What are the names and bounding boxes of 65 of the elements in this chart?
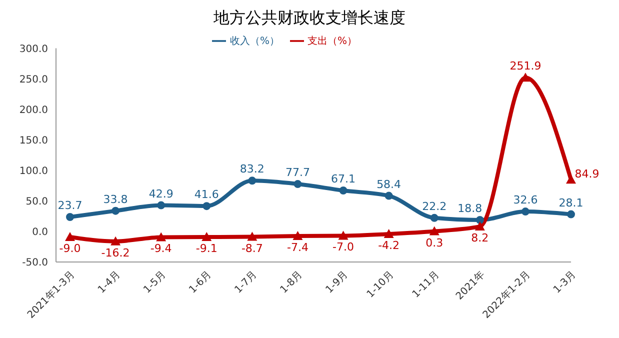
y-tick-label: 150.0 [19,135,48,146]
point [339,186,348,194]
data-label: 42.9 [148,187,174,200]
data-label: 251.9 [510,60,542,73]
data-label: 77.7 [285,166,310,180]
x-tick-label: 1-5月 [142,269,168,296]
point [247,232,258,241]
data-label: -7.0 [332,240,354,254]
data-label: 32.6 [513,194,538,207]
data-label: -7.4 [286,240,308,254]
data-label: 83.2 [240,162,264,176]
chart-title: 地方公共财政收支增长速度 [212,8,406,29]
y-tick-label: -50.0 [22,258,48,269]
y-tick-label: 100.0 [19,166,48,177]
data-label: -4.2 [378,239,400,252]
point [112,206,120,215]
legend-label: 支出（%） [308,36,358,47]
point [294,180,302,188]
data-label: -16.2 [101,246,130,260]
data-label: 18.8 [458,202,482,215]
point [157,201,166,210]
data-label: 22.2 [422,200,447,213]
point [384,192,393,200]
data-label: 28.1 [558,196,584,210]
y-tick-label: 300.0 [19,44,48,55]
point [476,216,484,224]
point [474,221,485,230]
point [248,176,256,185]
x-tick-label: 1-4月 [96,269,123,296]
data-label: -9.1 [196,242,218,256]
data-label: 58.4 [376,178,402,191]
x-tick-label: 1-6月 [187,269,214,296]
x-tick-label: 1-7月 [232,269,260,296]
x-tick-label: 1-3月 [552,269,578,296]
point [338,230,348,240]
point [202,232,212,242]
data-label: 84.9 [574,168,600,181]
x-tick-label: 1-9月 [324,269,350,296]
point [429,226,440,236]
data-label: -9.4 [150,242,172,256]
data-label: 41.6 [194,188,219,202]
point [384,229,394,238]
point [566,174,576,184]
point [430,214,438,222]
legend-label: 收入（%） [230,36,280,47]
point [65,232,75,241]
data-label: 67.1 [331,172,356,186]
point [292,230,303,240]
point [567,210,575,218]
data-label: 0.3 [426,236,444,250]
x-tick-label: 1-8月 [278,269,305,296]
y-tick-label: 250.0 [19,74,48,86]
point [110,236,121,246]
data-label: 23.7 [58,198,82,212]
data-label: -8.7 [241,242,263,255]
data-label: 8.2 [471,231,489,244]
y-tick-label: 200.0 [19,104,48,116]
data-label: -9.0 [59,242,81,255]
point [156,232,166,242]
point [66,212,74,221]
point [521,208,530,216]
point [202,202,211,210]
y-tick-label: 0.0 [32,227,48,238]
y-tick-label: 50.0 [26,196,48,208]
data-label: 33.8 [103,192,128,206]
